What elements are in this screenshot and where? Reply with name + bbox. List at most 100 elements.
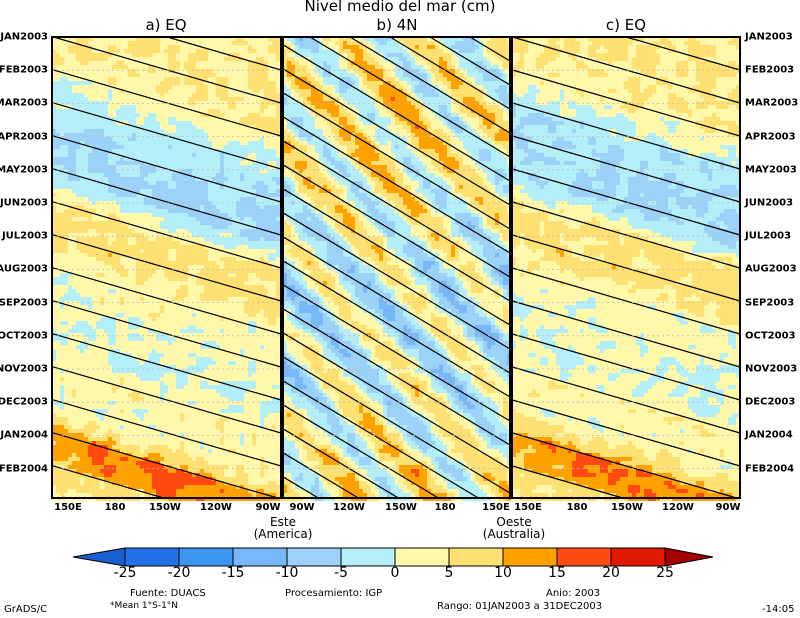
heatmap-cell	[180, 121, 184, 125]
heatmap-cell	[152, 269, 156, 273]
heatmap-cell	[144, 265, 148, 269]
heatmap-cell	[108, 61, 112, 65]
heatmap-cell	[196, 361, 200, 365]
heatmap-cell	[244, 173, 248, 177]
heatmap-cell	[264, 41, 268, 45]
heatmap-cell	[200, 357, 204, 361]
heatmap-cell	[208, 141, 212, 145]
heatmap-cell	[60, 357, 64, 361]
heatmap-cell	[104, 285, 108, 289]
heatmap-cell	[208, 341, 212, 345]
heatmap-cell	[96, 133, 100, 137]
heatmap-cell	[124, 37, 128, 41]
heatmap-cell	[160, 37, 164, 41]
heatmap-cell	[256, 213, 260, 217]
heatmap-cell	[208, 157, 212, 161]
heatmap-cell	[200, 57, 204, 61]
heatmap-cell	[244, 325, 248, 329]
heatmap-cell	[192, 153, 196, 157]
heatmap-cell	[264, 353, 268, 357]
heatmap-cell	[128, 309, 132, 313]
heatmap-cell	[252, 145, 256, 149]
heatmap-cell	[264, 349, 268, 353]
heatmap-cell	[168, 265, 172, 269]
heatmap-cell	[244, 261, 248, 265]
heatmap-cell	[244, 37, 248, 41]
heatmap-cell	[80, 45, 84, 49]
heatmap-cell	[244, 69, 248, 73]
heatmap-cell	[152, 205, 156, 209]
heatmap-cell	[248, 281, 252, 285]
heatmap-cell	[240, 89, 244, 93]
heatmap-cell	[156, 57, 160, 61]
heatmap-cell	[196, 85, 200, 89]
heatmap-cell	[252, 341, 256, 345]
heatmap-cell	[116, 165, 120, 169]
heatmap-cell	[184, 321, 188, 325]
heatmap-cell	[272, 293, 276, 297]
heatmap-cell	[260, 333, 264, 337]
heatmap-cell	[136, 189, 140, 193]
heatmap-cell	[100, 373, 104, 377]
heatmap-cell	[172, 265, 176, 269]
heatmap-cell	[72, 245, 76, 249]
heatmap-cell	[264, 181, 268, 185]
heatmap-cell	[176, 109, 180, 113]
heatmap-cell	[276, 81, 280, 85]
heatmap-cell	[76, 89, 80, 93]
heatmap-cell	[164, 185, 168, 189]
heatmap-cell	[140, 329, 144, 333]
heatmap-cell	[264, 201, 268, 205]
heatmap-cell	[220, 245, 224, 249]
heatmap-cell	[80, 345, 84, 349]
heatmap-cell	[184, 325, 188, 329]
heatmap-cell	[200, 337, 204, 341]
heatmap-cell	[124, 269, 128, 273]
heatmap-cell	[264, 185, 268, 189]
heatmap-cell	[88, 345, 92, 349]
heatmap-cell	[108, 77, 112, 81]
heatmap-cell	[64, 225, 68, 229]
heatmap-cell	[168, 113, 172, 117]
heatmap-cell	[100, 205, 104, 209]
heatmap-cell	[60, 93, 64, 97]
heatmap-cell	[200, 289, 204, 293]
heatmap-cell	[260, 377, 264, 381]
heatmap-cell	[212, 117, 216, 121]
heatmap-cell	[256, 189, 260, 193]
heatmap-cell	[92, 85, 96, 89]
heatmap-cell	[120, 181, 124, 185]
heatmap-cell	[184, 169, 188, 173]
heatmap-cell	[92, 93, 96, 97]
heatmap-cell	[260, 285, 264, 289]
heatmap-cell	[92, 45, 96, 49]
heatmap-cell	[72, 197, 76, 201]
heatmap-cell	[184, 69, 188, 73]
heatmap-cell	[220, 181, 224, 185]
heatmap-cell	[260, 125, 264, 129]
heatmap-cell	[136, 57, 140, 61]
heatmap-cell	[68, 57, 72, 61]
heatmap-cell	[232, 205, 236, 209]
heatmap-cell	[244, 177, 248, 181]
heatmap-cell	[108, 37, 112, 41]
heatmap-cell	[248, 77, 252, 81]
heatmap-cell	[120, 345, 124, 349]
heatmap-cell	[204, 349, 208, 353]
heatmap-cell	[204, 281, 208, 285]
heatmap-cell	[144, 313, 148, 317]
heatmap-cell	[80, 145, 84, 149]
heatmap-cell	[224, 341, 228, 345]
heatmap-cell	[152, 253, 156, 257]
heatmap-cell	[200, 349, 204, 353]
heatmap-cell	[88, 233, 92, 237]
heatmap-cell	[80, 337, 84, 341]
heatmap-cell	[244, 45, 248, 49]
heatmap-cell	[200, 149, 204, 153]
heatmap-cell	[80, 221, 84, 225]
heatmap-cell	[276, 237, 280, 241]
heatmap-cell	[120, 73, 124, 77]
heatmap-cell	[88, 329, 92, 333]
heatmap-cell	[200, 277, 204, 281]
heatmap-cell	[204, 293, 208, 297]
